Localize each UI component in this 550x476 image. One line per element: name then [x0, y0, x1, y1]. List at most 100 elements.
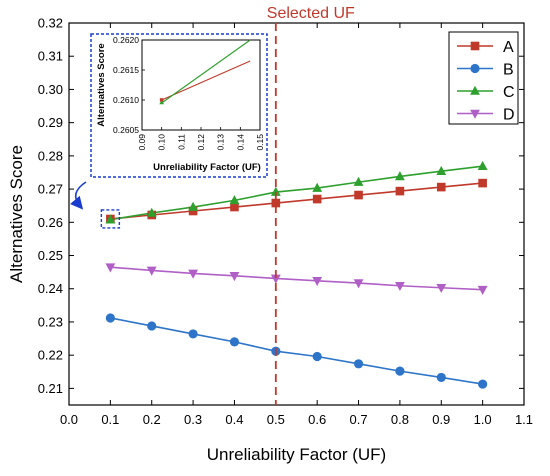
series-line-b [110, 317, 483, 385]
data-point-c [188, 201, 198, 211]
data-point-b [395, 366, 405, 376]
x-tick-label: 0.0 [60, 412, 78, 427]
inset-data-point-c [159, 100, 165, 105]
data-point-c [312, 182, 323, 192]
x-tick-label: 0.8 [391, 412, 409, 427]
selected-uf-label: Selected UF [267, 5, 355, 22]
data-point-c [353, 176, 364, 186]
y-tick-label: 0.28 [38, 148, 63, 163]
inset-x-tick-label: 0.14 [235, 134, 245, 151]
data-point-b [229, 337, 240, 347]
data-point-c [229, 195, 240, 205]
y-axis-label: Alternatives Score [7, 145, 26, 283]
series-lines-layer [110, 165, 483, 385]
y-tick-label: 0.25 [38, 248, 63, 263]
inset-series-line-a [161, 60, 251, 101]
inset-x-tick-label: 0.15 [255, 134, 265, 151]
data-point-a [271, 198, 281, 208]
series-line-d [110, 266, 483, 291]
data-point-b [105, 313, 115, 323]
plot-frame [68, 22, 525, 406]
data-point-d [395, 281, 405, 292]
y-tick-label: 0.26 [38, 215, 63, 230]
x-tick-label: 0.6 [308, 412, 326, 427]
data-point-a [395, 186, 405, 196]
inset-y-tick-label: 0.2605 [113, 125, 139, 135]
y-tick-label: 0.31 [38, 49, 63, 64]
inset-y-tick-label: 0.2620 [113, 35, 139, 45]
x-axis-label: Unreliability Factor (UF) [207, 445, 386, 464]
legend-marker-b [470, 63, 480, 74]
data-point-c [436, 165, 447, 175]
selected-uf-layer: Selected UF [267, 5, 355, 405]
data-point-d [146, 266, 157, 276]
inset-panel-border [90, 33, 268, 178]
data-point-d [312, 276, 323, 287]
inset-x-tick-label: 0.13 [216, 134, 226, 151]
data-point-b [147, 321, 157, 331]
data-point-d [477, 285, 488, 296]
inset-y-axis-label: Alternatives Score [96, 43, 107, 126]
x-tick-label: 0.2 [143, 412, 161, 427]
x-tick-label: 0.4 [225, 412, 243, 427]
inset-y-tick-label: 0.2610 [113, 95, 139, 105]
data-point-a [188, 206, 198, 216]
inset-x-tick-label: 0.09 [137, 134, 147, 151]
legend-marker-c [470, 85, 480, 95]
data-point-c [146, 207, 157, 217]
legend-label-a: A [503, 39, 514, 56]
y-tick-label: 0.27 [38, 182, 63, 197]
x-tick-label: 0.7 [350, 412, 368, 427]
data-point-a [354, 190, 363, 200]
y-tick-label: 0.21 [38, 381, 63, 396]
data-point-b [353, 359, 364, 369]
inset-y-tick-label: 0.2615 [113, 65, 139, 75]
x-tick-label: 0.5 [267, 412, 285, 427]
data-point-a [436, 182, 446, 192]
legend-marker-a [470, 41, 480, 51]
inset-data-point-a [159, 98, 164, 102]
x-tick-label: 0.9 [432, 412, 450, 427]
data-point-b [312, 351, 322, 362]
x-tick-label: 0.3 [184, 412, 202, 427]
data-point-d [105, 263, 116, 273]
inset-x-axis-label: Unreliability Factor (UF) [153, 162, 261, 173]
x-tick-label: 1.0 [474, 412, 492, 427]
data-point-d [229, 271, 240, 282]
series-line-a [110, 182, 483, 220]
x-tick-label: 1.1 [515, 412, 533, 427]
data-point-b [478, 379, 488, 389]
data-point-c [270, 186, 281, 196]
y-tick-label: 0.24 [38, 281, 63, 296]
data-point-b [188, 329, 198, 339]
zoom-region-box [100, 209, 121, 229]
legend-marker-d [470, 109, 480, 119]
y-tick-label: 0.30 [38, 82, 63, 97]
data-point-b [436, 372, 446, 383]
inset-series-line-c [161, 39, 251, 104]
x-tick-label: 0.1 [101, 412, 119, 427]
data-point-a [478, 178, 487, 188]
y-tick-label: 0.32 [38, 16, 63, 31]
legend-box [448, 31, 519, 125]
inset-zoom-plot: 0.09 0.10 0.11 0.12 0.13 0.14 0.15 0.2605 0.2610… [69, 33, 268, 229]
data-point-c [105, 214, 116, 224]
inset-x-tick-label: 0.10 [157, 134, 167, 151]
legend-label-c: C [503, 84, 515, 101]
data-point-a [312, 194, 322, 204]
inset-x-tick-label: 0.12 [196, 134, 206, 151]
legend-label-b: B [503, 62, 514, 79]
inset-x-tick-label: 0.11 [176, 134, 186, 150]
axes-layer: 0.0 0.1 0.2 0.3 0.4 0.5 0.6 0.7 0.8 0.9 1.0 1.1 0.21… [7, 16, 533, 465]
data-point-d [188, 269, 198, 279]
zoom-arrow [69, 181, 87, 210]
data-point-c [395, 171, 405, 181]
data-point-d [270, 274, 281, 284]
data-point-d [436, 283, 447, 294]
data-point-c [477, 160, 488, 170]
data-point-a [230, 202, 239, 212]
y-tick-label: 0.22 [38, 348, 63, 363]
